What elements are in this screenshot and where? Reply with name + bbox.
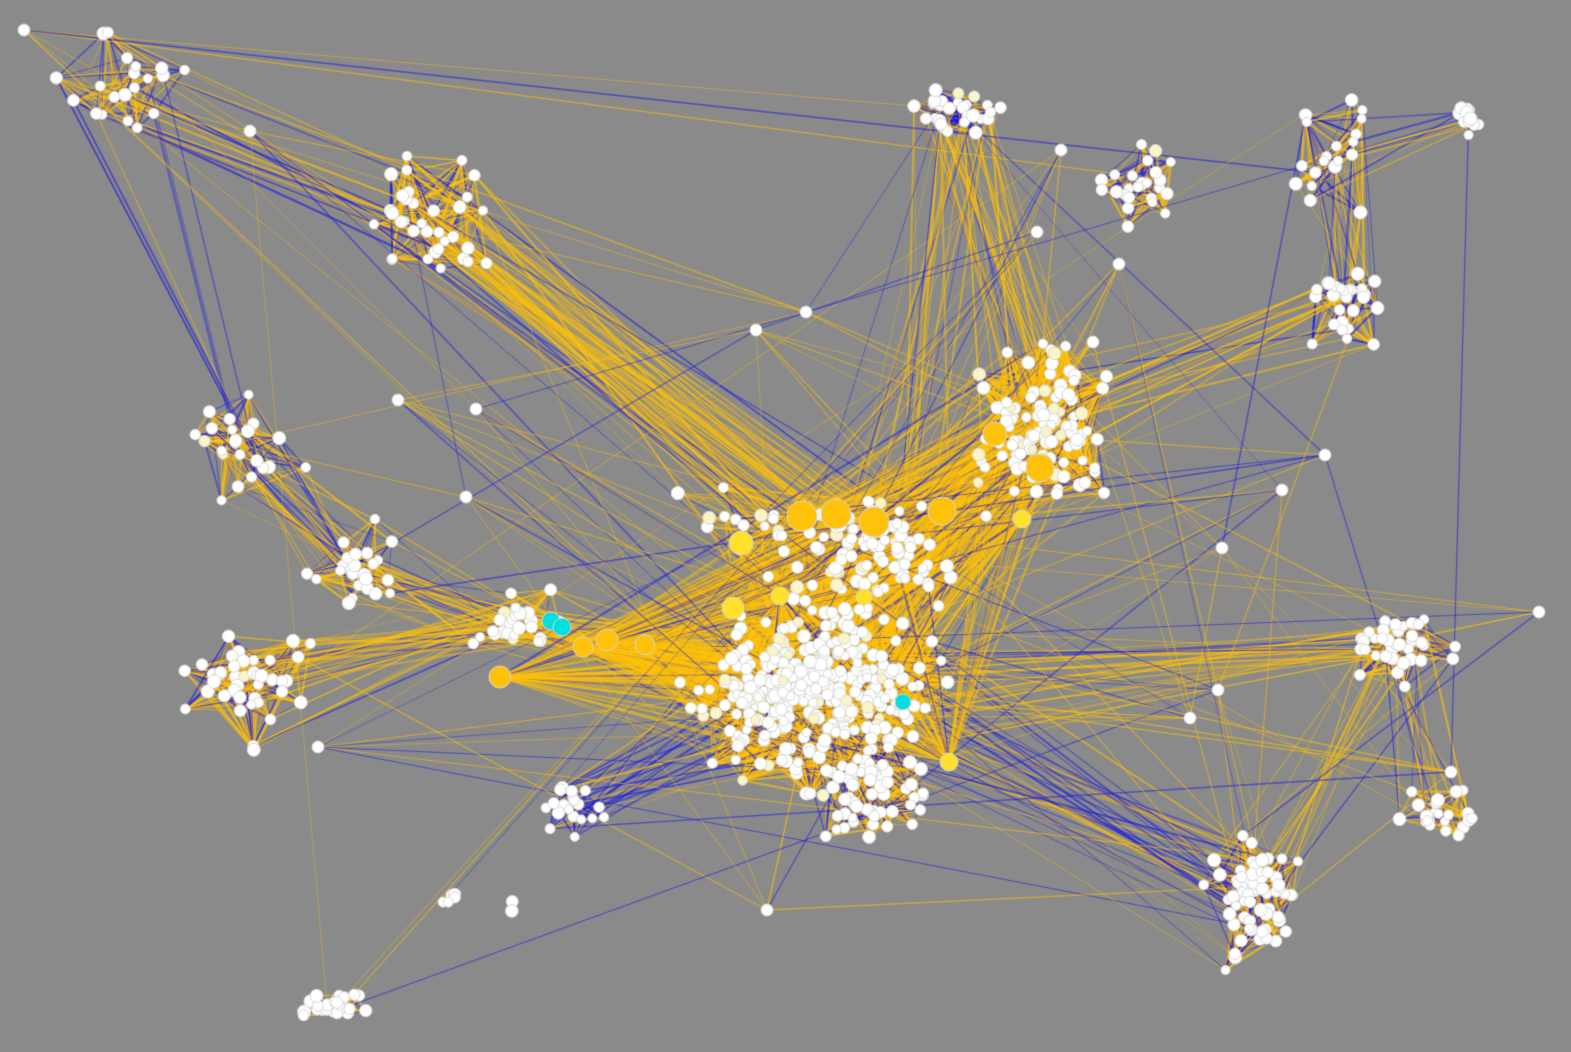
network-graph-visualization[interactable]: Network Graph Visualization [0,0,1571,1052]
graph-canvas[interactable] [0,0,1571,1052]
